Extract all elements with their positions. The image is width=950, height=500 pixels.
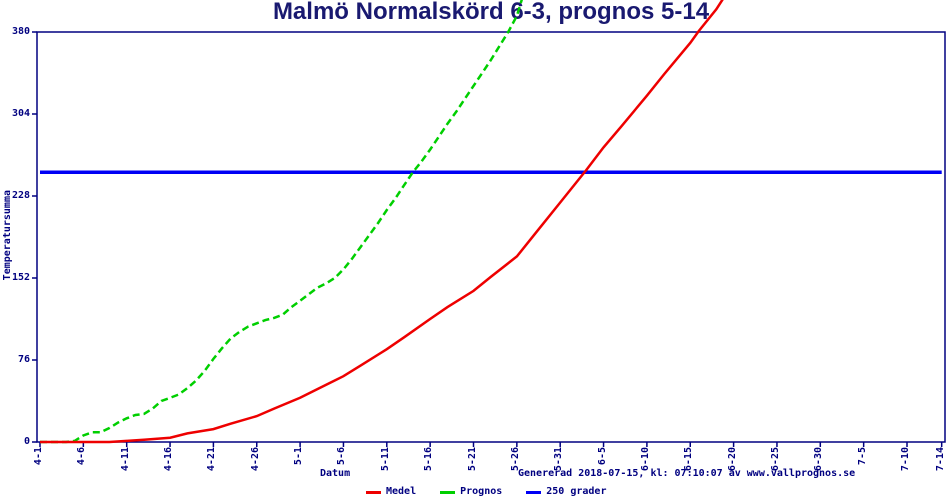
x-tick-label: 7-14 xyxy=(934,447,946,472)
x-tick-label: 7-5 xyxy=(856,447,868,466)
x-tick-label: 6-5 xyxy=(596,447,608,466)
x-tick-label: 4-1 xyxy=(33,447,44,466)
legend-item: Prognos xyxy=(440,486,502,498)
legend-label: Medel xyxy=(386,486,417,497)
legend-item: 250 grader xyxy=(526,486,606,498)
legend-label: 250 grader xyxy=(546,486,607,497)
legend-item: Medel xyxy=(366,486,416,498)
x-tick-label: 4-6 xyxy=(76,447,88,466)
legend-swatch xyxy=(440,490,456,494)
y-tick-label: 152 xyxy=(11,272,30,283)
plot-border xyxy=(36,31,946,443)
x-tick-label: 5-21 xyxy=(466,447,478,472)
x-axis-title: Datum xyxy=(320,468,351,479)
series-line-medel xyxy=(40,0,724,444)
x-tick-label: 4-16 xyxy=(163,447,175,472)
legend: Medel Prognos 250 grader xyxy=(366,486,606,498)
x-tick-label: 5-6 xyxy=(336,447,348,466)
y-tick-label: 76 xyxy=(17,354,30,365)
y-axis-title: Temperatursumma xyxy=(2,190,13,281)
x-tick-label: 5-16 xyxy=(423,447,435,472)
x-tick-label: 7-10 xyxy=(900,447,911,472)
generated-note: Genererad 2018-07-15, kl: 07:10:07 av ww… xyxy=(518,468,856,479)
y-tick-label: 228 xyxy=(11,190,30,201)
legend-swatch xyxy=(366,490,381,494)
legend-swatch xyxy=(526,490,542,494)
x-tick-label: 4-11 xyxy=(119,447,131,472)
x-tick-label: 5-1 xyxy=(293,447,305,466)
x-tick-label: 5-11 xyxy=(379,447,391,472)
series-line-prognos xyxy=(40,0,523,444)
x-tick-label: 4-26 xyxy=(249,447,261,472)
x-tick-label: 4-21 xyxy=(206,447,218,472)
chart-title: Malmö Normalskörd 6-3, prognos 5-14 xyxy=(272,0,710,25)
y-tick-label: 380 xyxy=(11,26,30,37)
y-tick-label: 0 xyxy=(23,436,30,447)
legend-label: Prognos xyxy=(460,486,503,497)
y-tick-label: 304 xyxy=(11,108,30,119)
